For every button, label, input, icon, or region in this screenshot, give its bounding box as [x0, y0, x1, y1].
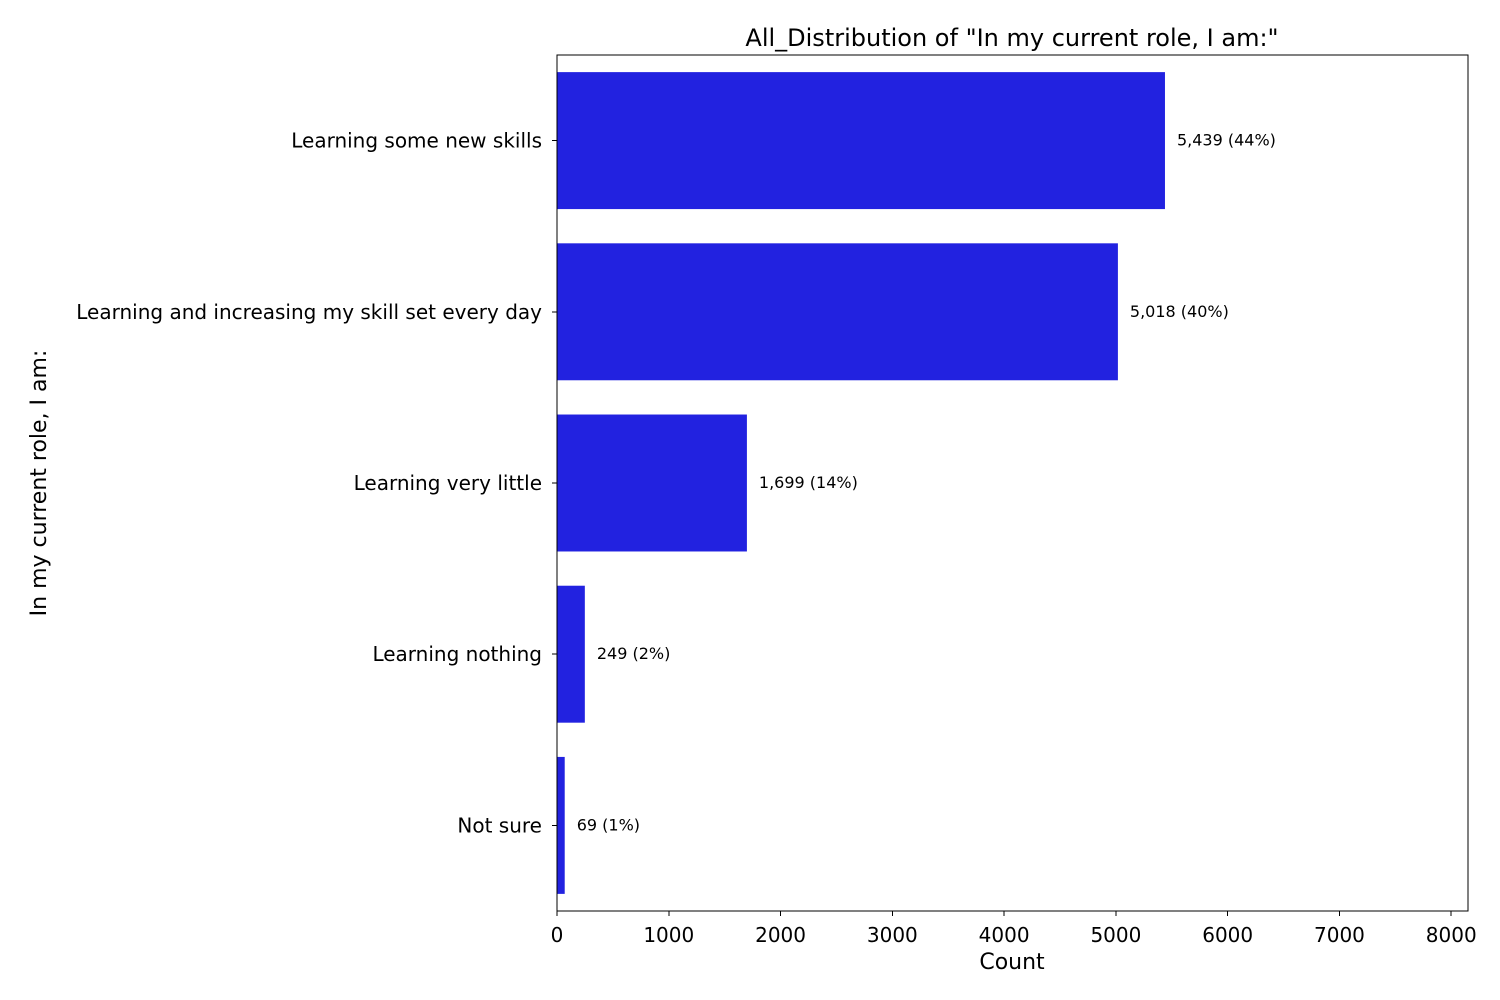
x-tick-label: 8000 [1426, 923, 1477, 947]
y-axis-title: In my current role, I am: [27, 350, 52, 617]
x-tick-label: 5000 [1090, 923, 1141, 947]
bar [557, 756, 565, 894]
ticks-layer: Learning some new skills Learning and inc… [76, 129, 1476, 947]
x-tick-label: 3000 [867, 923, 918, 947]
bar [557, 414, 747, 552]
y-tick-label: Learning nothing [372, 642, 542, 666]
value-labels-layer: 5,439 (44%) 5,018 (40%) 1,699 (14%) 249 (2%… [577, 131, 1276, 835]
bar [557, 243, 1118, 381]
bar-value-label: 5,439 (44%) [1177, 131, 1276, 150]
x-tick-label: 7000 [1314, 923, 1365, 947]
bar-value-label: 69 (1%) [577, 815, 640, 834]
y-tick-label: Learning some new skills [291, 129, 542, 153]
bar-value-label: 1,699 (14%) [759, 473, 858, 492]
x-tick-label: 1000 [643, 923, 694, 947]
x-tick-label: 4000 [979, 923, 1030, 947]
bars-layer [557, 72, 1165, 894]
x-tick-label: 0 [551, 923, 564, 947]
y-tick-label: Learning very little [354, 471, 542, 495]
bar-value-label: 249 (2%) [597, 644, 671, 663]
y-tick-label: Learning and increasing my skill set eve… [76, 300, 542, 324]
y-tick-label: Not sure [457, 813, 542, 837]
x-axis-title: Count [979, 950, 1045, 975]
bar [557, 585, 585, 723]
plot-area-frame [556, 54, 1469, 912]
chart-title: All_Distribution of "In my current role,… [745, 24, 1278, 52]
bar-value-label: 5,018 (40%) [1130, 302, 1229, 321]
x-tick-label: 2000 [755, 923, 806, 947]
bar [557, 72, 1165, 210]
x-tick-label: 6000 [1202, 923, 1253, 947]
